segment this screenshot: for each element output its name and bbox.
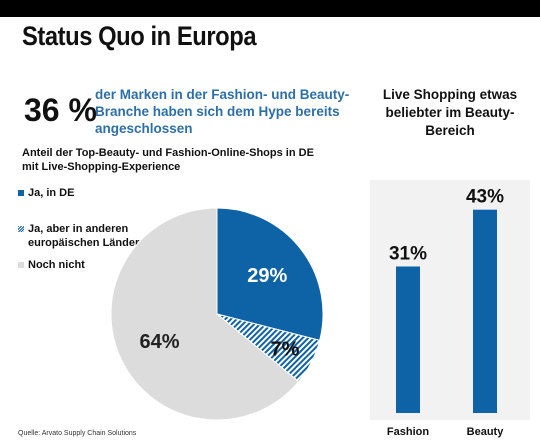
bar-beauty — [473, 209, 497, 413]
legend-label: Ja, aber in anderen europäischen Ländern — [28, 223, 146, 249]
page-title: Status Quo in Europa — [22, 21, 257, 51]
bar-value-label: 31% — [389, 244, 427, 265]
source-note: Quelle: Arvato Supply Chain Solutions — [18, 430, 137, 437]
legend-swatch-hatch — [18, 226, 24, 232]
pie-slice-2 — [110, 207, 300, 421]
highlight-value: 36 % — [24, 92, 97, 128]
legend-label: Ja, in DE — [28, 187, 75, 199]
top-bar — [0, 0, 540, 17]
bar-category-label: Beauty — [467, 426, 505, 438]
bar-fashion — [396, 266, 420, 413]
highlight-text: der Marken in der Fashion- und Beauty-Br… — [95, 87, 350, 136]
bar-chart: 31% Fashion 43% Beauty — [387, 187, 504, 438]
legend-swatch-grey — [18, 262, 24, 268]
bar-value-label: 43% — [466, 187, 504, 208]
pie-chart: 29% 7% 64% — [110, 207, 324, 421]
legend-swatch-solid — [18, 190, 24, 196]
bar-category-label: Fashion — [387, 426, 429, 438]
legend-label: Noch nicht — [28, 259, 85, 271]
pie-slice-0 — [216, 207, 324, 341]
pie-label-2: 64% — [139, 331, 179, 353]
bar-chart-title: Live Shopping etwas beliebter im Beauty-… — [382, 87, 518, 138]
pie-chart-title: Anteil der Top-Beauty- und Fashion-Onlin… — [22, 147, 314, 173]
pie-label-0: 29% — [247, 265, 287, 287]
pie-label-1: 7% — [271, 339, 300, 361]
